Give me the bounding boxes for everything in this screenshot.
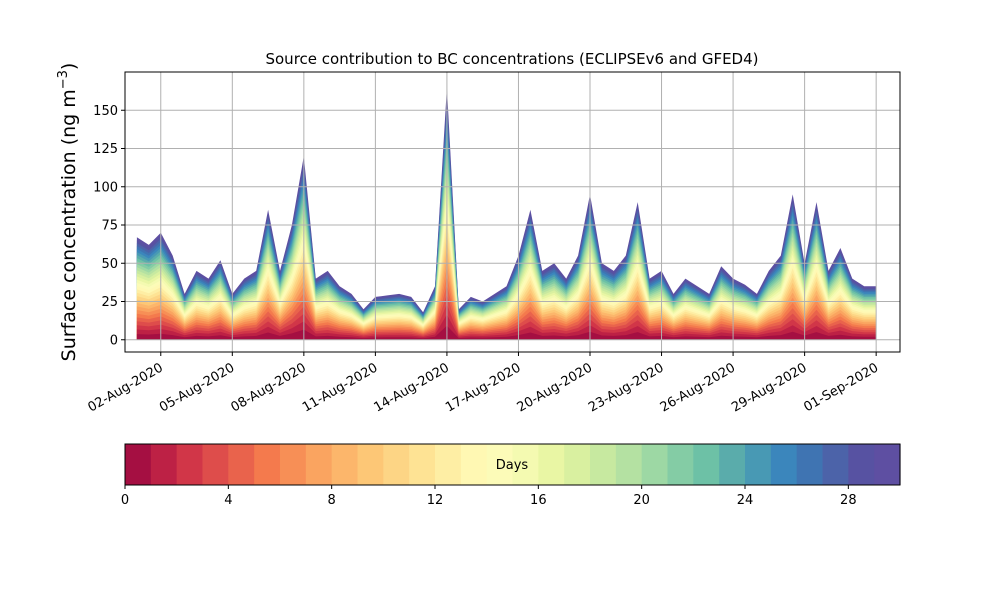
area-layer-day-0: [136, 325, 877, 340]
y-tick-label: 75: [101, 219, 118, 234]
y-tick-label: 150: [93, 104, 118, 119]
y-tick-label: 100: [93, 180, 118, 195]
y-axis-label-close: ): [58, 63, 80, 70]
y-axis-label-exponent: −3: [56, 70, 71, 89]
colorbar-swatch-1: [150, 444, 178, 485]
colorbar-swatch-0: [125, 444, 152, 485]
colorbar-swatch-11: [409, 444, 436, 485]
y-tick-label: 50: [101, 257, 118, 272]
area-layer-day-15: [136, 191, 877, 340]
area-layer-day-10: [136, 232, 877, 340]
y-axis-label-main: Surface concentration (ng m: [58, 89, 80, 361]
colorbar-swatch-19: [615, 444, 643, 485]
colorbar-swatch-15: [512, 444, 539, 485]
y-tick-label: 25: [101, 295, 118, 310]
colorbar: Days 0 4 8 12 16 20 24 28: [121, 443, 901, 508]
area-layer-day-20: [136, 153, 877, 340]
area-layer-day-2: [136, 304, 877, 340]
area-layer-day-1: [136, 314, 877, 340]
area-layer-day-27: [136, 101, 877, 340]
area-layer-day-6: [136, 266, 877, 340]
colorbar-tick-label: 8: [328, 493, 336, 508]
stacked-areas: [136, 87, 877, 340]
colorbar-label: Days: [496, 458, 529, 473]
area-layer-day-17: [136, 176, 877, 340]
area-layer-day-9: [136, 240, 877, 340]
colorbar-swatch-27: [822, 444, 849, 485]
area-layer-day-11: [136, 223, 877, 340]
area-layer-day-3: [136, 294, 877, 340]
area-layer-day-8: [136, 249, 877, 340]
area-layer-day-13: [136, 207, 877, 340]
plot-frame: [124, 71, 901, 353]
colorbar-swatches: [125, 444, 901, 485]
colorbar-swatch-9: [357, 444, 384, 485]
colorbar-tick-label: 20: [633, 493, 650, 508]
colorbar-tick-label: 24: [737, 493, 754, 508]
area-layer-day-18: [136, 168, 877, 340]
colorbar-swatch-13: [460, 444, 488, 485]
colorbar-swatch-18: [590, 444, 617, 485]
y-tick-label: 125: [93, 142, 118, 157]
area-layer-day-21: [136, 145, 877, 340]
colorbar-swatch-21: [667, 444, 694, 485]
colorbar-swatch-12: [435, 444, 462, 485]
area-layer-day-7: [136, 257, 877, 340]
colorbar-swatch-10: [383, 444, 410, 485]
area-layer-day-5: [136, 275, 877, 340]
colorbar-swatch-20: [641, 444, 669, 485]
colorbar-tick-label: 12: [427, 493, 444, 508]
colorbar-swatch-16: [538, 444, 565, 485]
colorbar-tick-label: 16: [530, 493, 547, 508]
colorbar-swatch-5: [254, 444, 281, 485]
colorbar-frame: [124, 443, 901, 486]
colorbar-swatch-17: [564, 444, 591, 485]
chart-title: Source contribution to BC concentrations…: [265, 50, 758, 68]
area-layer-day-12: [136, 215, 877, 340]
colorbar-swatch-29: [874, 444, 901, 485]
area-layer-day-25: [136, 116, 877, 340]
area-layer-day-14: [136, 199, 877, 340]
colorbar-tick-label: 4: [224, 493, 232, 508]
colorbar-swatch-2: [176, 444, 204, 485]
area-layer-day-24: [136, 123, 877, 340]
area-layer-day-16: [136, 184, 877, 340]
colorbar-swatch-22: [693, 444, 720, 485]
y-axis-label: Surface concentration (ng m−3): [56, 63, 80, 362]
area-layer-day-22: [136, 138, 877, 340]
area-layer-day-19: [136, 160, 877, 340]
grid-lines: [125, 72, 900, 352]
area-layer-day-26: [136, 108, 877, 340]
colorbar-swatch-28: [848, 444, 875, 485]
colorbar-swatch-6: [280, 444, 307, 485]
colorbar-tick-label: 0: [121, 493, 129, 508]
y-tick-label: 0: [110, 333, 118, 348]
colorbar-ticks: 0 4 8 12 16 20 24 28: [121, 485, 857, 508]
area-layer-day-4: [136, 284, 877, 340]
colorbar-swatch-3: [202, 444, 229, 485]
colorbar-swatch-4: [228, 444, 255, 485]
colorbar-swatch-7: [305, 444, 333, 485]
colorbar-swatch-23: [719, 444, 746, 485]
area-layer-day-23: [136, 130, 877, 340]
colorbar-swatch-14: [486, 444, 514, 485]
colorbar-swatch-26: [796, 444, 824, 485]
colorbar-swatch-25: [770, 444, 798, 485]
colorbar-swatch-24: [745, 444, 772, 485]
colorbar-swatch-8: [331, 444, 359, 485]
colorbar-tick-label: 28: [840, 493, 857, 508]
y-axis: 0 25 50 75 100 125 150: [93, 104, 125, 348]
